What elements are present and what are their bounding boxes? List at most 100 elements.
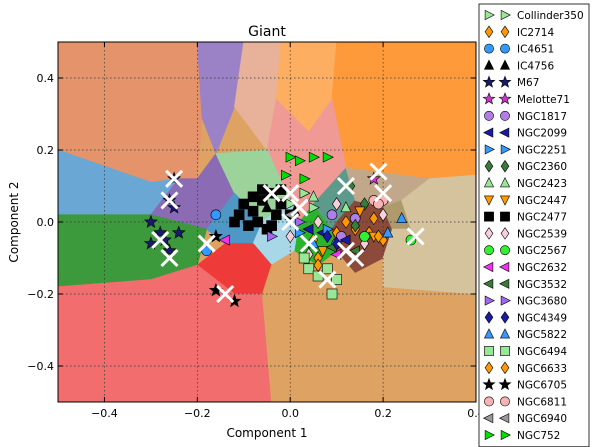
point-ngc2447-2: [317, 246, 329, 258]
legend-marker-a-ngc2099: [483, 127, 494, 138]
legend-label-ngc6494: NGC6494: [517, 346, 567, 358]
region-1: [196, 42, 245, 155]
point-ngc3532-1: [348, 245, 360, 257]
point-m67-3: [143, 214, 158, 228]
centroid-0-stroke-b: [165, 169, 184, 188]
legend-marker-b-ic4651: [500, 43, 510, 54]
centroid-markers: [151, 162, 425, 304]
point-ngc2567-1: [359, 231, 370, 242]
legend-marker-b-m67: [498, 75, 512, 88]
point-collinder350-2: [308, 202, 320, 214]
point-ic4651-1: [201, 245, 212, 257]
legend-marker-b-ngc6494: [500, 346, 510, 356]
centroid-13-stroke-b: [336, 241, 356, 260]
y-axis-label: Component 2: [7, 181, 21, 262]
region-4: [331, 42, 476, 180]
legend-label-ngc2477: NGC2477: [517, 212, 567, 224]
legend-label-ngc5822: NGC5822: [517, 329, 567, 341]
centroid-4: [197, 234, 216, 253]
point-ngc752-0: [285, 151, 297, 163]
legend-marker-b-ngc6633: [500, 361, 510, 375]
centroid-15-stroke-b: [346, 248, 365, 268]
legend-entry-ngc6633: NGC6633: [484, 361, 567, 375]
point-ngc2447-0: [354, 206, 366, 218]
point-m67-8: [162, 243, 177, 257]
legend-marker-b-melotte71: [498, 92, 512, 105]
legend-marker-a-ngc6940: [483, 413, 494, 424]
legend-marker-a-melotte71: [482, 92, 496, 105]
point-ic2714-6: [369, 211, 379, 226]
legend-label-ngc6633: NGC6633: [517, 363, 567, 375]
point-ngc2477-14: [266, 220, 277, 231]
point-ngc752-3: [308, 151, 320, 163]
centroid-1: [160, 191, 179, 210]
legend-marker-a-ngc2477: [484, 211, 494, 222]
legend-entry-ngc6940: NGC6940: [483, 413, 567, 425]
centroid-17-stroke-b: [281, 212, 300, 232]
centroid-1-stroke-b: [160, 191, 179, 210]
centroid-12: [406, 227, 425, 246]
point-ngc4349-1: [332, 236, 342, 251]
legend-label-ngc2423: NGC2423: [517, 178, 567, 190]
legend-label-ngc3532: NGC3532: [517, 279, 567, 291]
point-ngc2360-3: [350, 218, 360, 233]
legend-marker-a-ngc6705: [482, 377, 496, 391]
legend-marker-b-ngc2447: [499, 195, 511, 206]
point-collinder350-1: [299, 187, 311, 199]
point-ngc2099-2: [339, 234, 351, 246]
y-tick-label-1: −0.2: [27, 288, 54, 301]
centroid-9: [336, 176, 356, 196]
legend-label-ngc1817: NGC1817: [517, 111, 567, 123]
point-m67-4: [153, 225, 168, 239]
point-ngc2477-7: [243, 220, 254, 231]
point-ngc752-4: [322, 151, 334, 163]
x-tick-label-1: −0.2: [184, 407, 211, 420]
legend-marker-a-m67: [482, 75, 496, 88]
y-tick-label-2: 0.0: [37, 216, 55, 229]
legend-label-ngc6811: NGC6811: [517, 396, 567, 408]
centroid-14: [318, 270, 337, 289]
point-ngc6633-2: [341, 215, 351, 229]
centroid-5: [216, 284, 235, 304]
centroid-0: [165, 169, 184, 188]
point-ngc6494-0: [303, 263, 315, 275]
legend-entry-ngc2251: NGC2251: [484, 144, 567, 156]
legend-entry-ngc3680: NGC3680: [484, 295, 567, 308]
legend-entry-ngc2099: NGC2099: [483, 127, 567, 140]
legend-box: [478, 3, 590, 447]
point-ngc6940-0: [283, 209, 295, 221]
point-ngc2539-0: [285, 229, 295, 244]
legend-entry-ngc3532: NGC3532: [483, 278, 567, 291]
point-ngc2477-4: [275, 198, 287, 210]
legend-marker-b-ngc3680: [500, 295, 511, 306]
point-m67-7: [143, 236, 158, 250]
centroid-10-stroke-b: [369, 162, 388, 181]
legend-marker-b-ngc2423: [499, 177, 511, 188]
centroid-9-stroke-b: [336, 176, 356, 196]
legend-marker-a-collinder350: [484, 9, 495, 21]
point-ic4651-0: [210, 209, 222, 221]
legend-marker-a-ngc6633: [484, 361, 494, 375]
point-ngc2477-13: [247, 191, 259, 203]
centroid-3: [160, 248, 179, 268]
legend-label-ngc2251: NGC2251: [517, 144, 567, 156]
point-ngc2477-6: [252, 216, 264, 228]
legend-entry-ngc6494: NGC6494: [484, 346, 567, 358]
y-tick-label-3: 0.2: [37, 144, 55, 157]
region-15: [261, 250, 476, 402]
legend-marker-b-ngc752: [500, 429, 511, 441]
point-ngc3680-1: [294, 216, 306, 228]
point-ngc2477-5: [270, 209, 282, 221]
legend-marker-a-ngc6811: [484, 396, 494, 407]
legend-marker-a-ngc3532: [483, 278, 494, 289]
y-tick-label-4: 0.4: [37, 72, 55, 85]
point-ngc752-5: [299, 173, 311, 185]
centroid-15: [346, 248, 365, 268]
point-ngc6633-1: [373, 229, 384, 244]
centroid-6: [262, 184, 281, 203]
centroid-8: [290, 198, 309, 217]
legend-marker-b-ngc2099: [499, 127, 510, 138]
legend-marker-b-collinder350: [500, 9, 511, 21]
legend-marker-b-ngc2251: [500, 144, 511, 155]
